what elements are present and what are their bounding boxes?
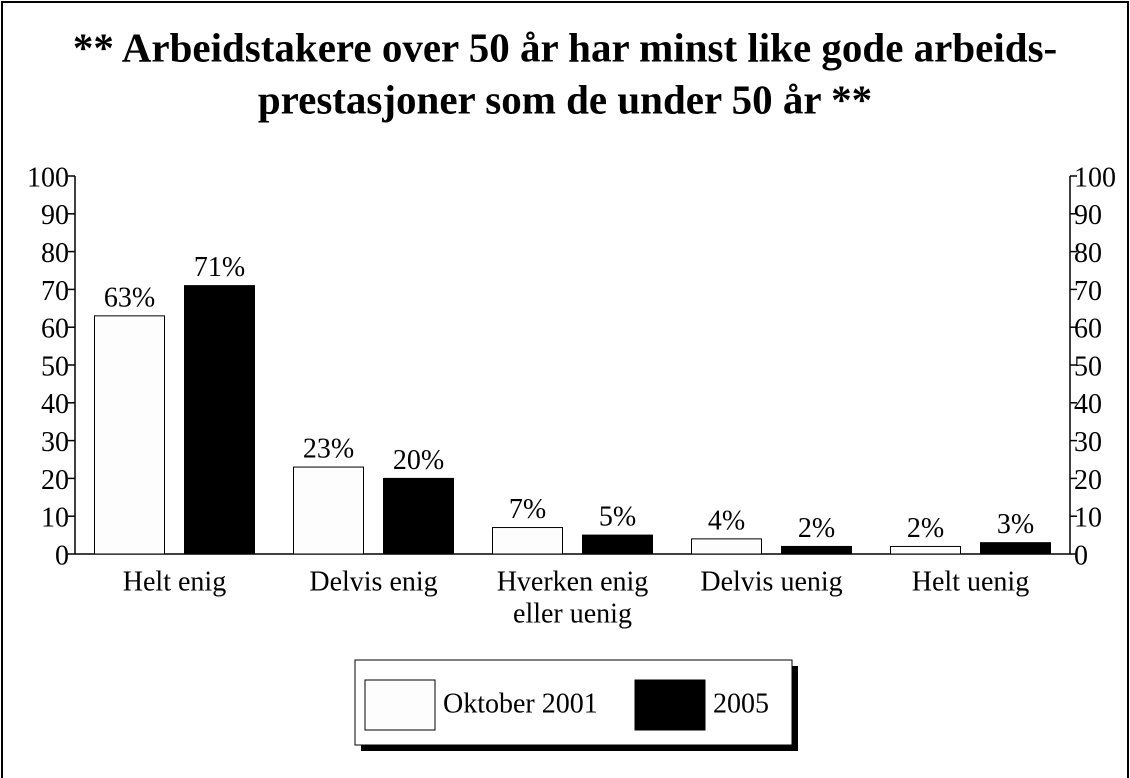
y2-tick-label: 10 <box>1074 503 1102 534</box>
legend-swatch <box>634 679 706 731</box>
y-tick-label: 70 <box>41 276 69 307</box>
y-tick-label: 90 <box>41 200 69 231</box>
value-label: 2% <box>907 513 944 544</box>
bar <box>980 542 1051 555</box>
bar <box>293 466 364 555</box>
y-tick-label: 20 <box>41 465 69 496</box>
bar <box>383 477 454 555</box>
x-tick-label: eller uenig <box>513 598 632 629</box>
x-tick-label: Helt uenig <box>912 566 1029 597</box>
y2-tick-label: 40 <box>1074 389 1102 420</box>
y2-tick-label: 20 <box>1074 465 1102 496</box>
y-tick-label: 100 <box>27 162 69 193</box>
bar <box>582 534 653 555</box>
value-label: 23% <box>303 433 354 464</box>
y-tick-label: 60 <box>41 314 69 345</box>
y2-tick-label: 100 <box>1074 162 1116 193</box>
bar <box>890 545 961 555</box>
value-label: 7% <box>509 494 546 525</box>
bar <box>691 538 762 555</box>
y2-tick-label: 30 <box>1074 427 1102 458</box>
x-tick-label: Delvis uenig <box>700 566 842 597</box>
y2-tick-label: 70 <box>1074 276 1102 307</box>
y-tick-label: 40 <box>41 389 69 420</box>
value-label: 5% <box>599 502 636 533</box>
legend-label: Oktober 2001 <box>443 688 598 719</box>
y-tick-label: 0 <box>55 540 69 571</box>
y2-tick-label: 50 <box>1074 351 1102 382</box>
y-tick-label: 80 <box>41 238 69 269</box>
y2-tick-label: 80 <box>1074 238 1102 269</box>
y2-tick-label: 60 <box>1074 314 1102 345</box>
chart-title: ** Arbeidstakere over 50 år har minst li… <box>73 24 1057 70</box>
x-tick-label: Delvis enig <box>309 566 437 597</box>
y-tick-label: 50 <box>41 351 69 382</box>
y2-tick-label: 0 <box>1074 540 1088 571</box>
legend-label: 2005 <box>713 688 769 719</box>
value-label: 63% <box>104 282 155 313</box>
value-label: 2% <box>798 513 835 544</box>
y2-tick-label: 90 <box>1074 200 1102 231</box>
x-tick-label: Helt enig <box>123 566 226 597</box>
value-label: 4% <box>708 505 745 536</box>
legend-swatch <box>364 679 436 731</box>
y-tick-label: 30 <box>41 427 69 458</box>
x-tick-label: Hverken enig <box>497 566 649 597</box>
bar <box>781 545 852 555</box>
chart-title: prestasjoner som de under 50 år ** <box>258 76 872 122</box>
bar <box>184 285 255 555</box>
value-label: 20% <box>393 445 444 476</box>
y-tick-label: 10 <box>41 503 69 534</box>
value-label: 3% <box>997 509 1034 540</box>
value-label: 71% <box>194 252 245 283</box>
bar <box>492 527 563 555</box>
bar <box>94 315 165 555</box>
